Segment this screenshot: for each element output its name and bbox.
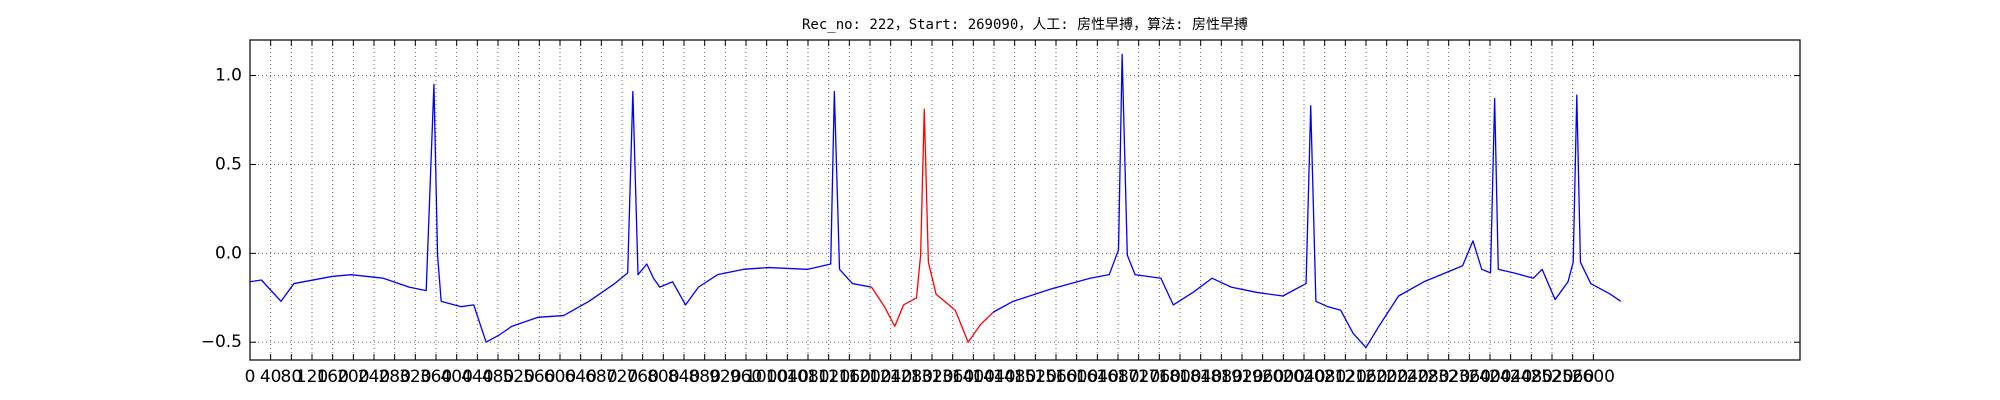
x-tick-label: 2120 [1324, 367, 1367, 387]
x-tick-label: 1640 [1076, 367, 1119, 387]
x-tick-label: 680 [585, 367, 617, 387]
x-tick-label: 1240 [869, 367, 912, 387]
x-tick-label: 840 [668, 367, 700, 387]
x-tick-label: 1320 [910, 367, 953, 387]
x-tick-label: 1680 [1096, 367, 1139, 387]
x-tick-label: 560 [523, 367, 555, 387]
x-tick-label: 2040 [1282, 367, 1325, 387]
x-tick-label: 1760 [1138, 367, 1181, 387]
x-tick-label: 2320 [1427, 367, 1470, 387]
x-tick-label: 0 [245, 367, 256, 387]
y-tick-label: 0.0 [215, 243, 242, 263]
x-tick-label: 1400 [952, 367, 995, 387]
x-tick-label: 520 [502, 367, 534, 387]
x-tick-label: 1560 [1034, 367, 1077, 387]
x-tick-label: 1200 [848, 367, 891, 387]
x-tick-label: 1520 [1014, 367, 1057, 387]
x-tick-label: 1480 [993, 367, 1036, 387]
ecg-line [993, 53, 1622, 349]
x-tick-label: 2200 [1365, 367, 1408, 387]
x-tick-label: 600 [544, 367, 576, 387]
x-tick-label: 200 [337, 367, 369, 387]
x-tick-label: 2000 [1262, 367, 1305, 387]
x-tick-label: 2400 [1468, 367, 1511, 387]
x-tick-label: 1720 [1117, 367, 1160, 387]
x-tick-label: 2600 [1572, 367, 1615, 387]
x-tick-label: 1880 [1200, 367, 1243, 387]
x-tick-label: 40 [260, 367, 282, 387]
y-tick-label: 1.0 [215, 66, 242, 86]
x-tick-label: 1120 [807, 367, 850, 387]
x-tick-label: 1360 [931, 367, 974, 387]
x-tick-label: 720 [606, 367, 638, 387]
x-tick-label: 1840 [1179, 367, 1222, 387]
x-tick-label: 1000 [745, 367, 788, 387]
x-tick-label: 1920 [1220, 367, 1263, 387]
x-tick-label: 2520 [1530, 367, 1573, 387]
x-tick-label: 360 [420, 367, 452, 387]
x-tick-label: 1960 [1241, 367, 1284, 387]
x-tick-label: 2440 [1489, 367, 1532, 387]
x-tick-label: 1040 [766, 367, 809, 387]
x-tick-label: 280 [378, 367, 410, 387]
x-tick-label: 2080 [1303, 367, 1346, 387]
x-tick-label: 880 [688, 367, 720, 387]
ecg-line [249, 83, 872, 343]
x-tick-label: 400 [440, 367, 472, 387]
x-tick-label: 2160 [1344, 367, 1387, 387]
x-tick-label: 2560 [1551, 367, 1594, 387]
x-tick-label: 440 [461, 367, 493, 387]
x-tick-label: 480 [482, 367, 514, 387]
x-tick-label: 320 [399, 367, 431, 387]
x-tick-label: 640 [564, 367, 596, 387]
chart-title: Rec_no: 222，Start: 269090，人工: 房性早搏，算法: 房… [802, 16, 1248, 33]
x-tick-label: 160 [316, 367, 348, 387]
y-tick-label: −0.5 [201, 332, 242, 352]
x-tick-label: 800 [647, 367, 679, 387]
x-tick-label: 1600 [1055, 367, 1098, 387]
x-tick-label: 2280 [1406, 367, 1449, 387]
x-tick-label: 2360 [1448, 367, 1491, 387]
x-tick-label: 960 [730, 367, 762, 387]
x-tick-label: 1440 [972, 367, 1015, 387]
plot-frame [249, 39, 1801, 361]
x-tick-label: 920 [709, 367, 741, 387]
x-tick-label: 760 [626, 367, 658, 387]
x-tick-label: 240 [358, 367, 390, 387]
x-tick-label: 1160 [828, 367, 871, 387]
x-tick-label: 80 [281, 367, 303, 387]
x-tick-label: 1280 [890, 367, 933, 387]
x-tick-label: 1080 [786, 367, 829, 387]
y-tick-label: 0.5 [215, 154, 242, 174]
x-tick-label: 2480 [1510, 367, 1553, 387]
x-tick-label: 120 [296, 367, 328, 387]
x-tick-label: 2240 [1386, 367, 1429, 387]
ecg-line [871, 108, 994, 343]
x-tick-label: 1800 [1158, 367, 1201, 387]
